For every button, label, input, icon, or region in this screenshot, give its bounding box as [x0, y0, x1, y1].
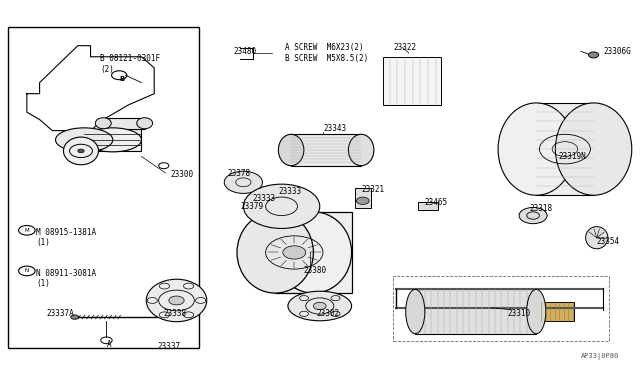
Ellipse shape [278, 134, 304, 166]
Circle shape [169, 296, 184, 305]
Circle shape [519, 208, 547, 224]
Text: 23343: 23343 [323, 124, 346, 133]
Text: M: M [24, 228, 29, 233]
Text: A SCREW  M6X23(2): A SCREW M6X23(2) [285, 43, 364, 52]
Bar [415, 289, 536, 334]
Circle shape [356, 197, 369, 205]
Ellipse shape [586, 227, 608, 249]
Text: 23333: 23333 [278, 187, 301, 196]
Ellipse shape [56, 128, 113, 152]
Text: 23318: 23318 [530, 203, 553, 213]
Text: 23354: 23354 [596, 237, 620, 246]
Ellipse shape [527, 289, 546, 334]
Text: M 08915-1381A
(1): M 08915-1381A (1) [36, 228, 97, 247]
Ellipse shape [288, 291, 351, 321]
Circle shape [224, 171, 262, 193]
Bar [540, 302, 575, 321]
Ellipse shape [275, 212, 351, 293]
Text: 23310: 23310 [508, 309, 531, 318]
Ellipse shape [63, 137, 99, 165]
Text: 23379: 23379 [240, 202, 263, 211]
Bar [355, 188, 371, 208]
Text: 23321: 23321 [361, 185, 384, 194]
Circle shape [588, 52, 598, 58]
Bar [275, 212, 351, 293]
Bar [291, 134, 361, 166]
Bar [84, 129, 141, 151]
Ellipse shape [348, 134, 374, 166]
Text: 23337: 23337 [157, 342, 180, 351]
Text: AP33|0P80: AP33|0P80 [580, 353, 619, 359]
Circle shape [243, 184, 320, 228]
Bar [8, 27, 199, 349]
Text: 23306G: 23306G [603, 47, 631, 56]
Bar [103, 118, 145, 129]
Text: 23465: 23465 [425, 198, 448, 207]
Text: N 08911-3081A
(1): N 08911-3081A (1) [36, 269, 97, 288]
Bar [383, 57, 441, 105]
Ellipse shape [137, 118, 152, 129]
Bar [393, 276, 609, 341]
Text: 23380: 23380 [304, 266, 327, 275]
Circle shape [78, 149, 84, 153]
Circle shape [283, 246, 306, 259]
Text: 23319N: 23319N [559, 152, 586, 161]
Text: 23338: 23338 [164, 309, 187, 318]
Ellipse shape [237, 212, 314, 293]
Text: 23300: 23300 [170, 170, 193, 179]
Ellipse shape [498, 103, 575, 195]
Text: 23337A: 23337A [46, 309, 74, 318]
Circle shape [314, 302, 326, 310]
Circle shape [71, 315, 79, 319]
Ellipse shape [95, 118, 111, 129]
Text: 23302: 23302 [317, 309, 340, 318]
Bar [536, 103, 593, 195]
Text: 23480: 23480 [234, 47, 257, 56]
Text: A: A [106, 340, 111, 349]
Ellipse shape [147, 279, 207, 322]
Text: 23378: 23378 [227, 169, 251, 177]
Text: B: B [120, 76, 125, 82]
Text: B SCREW  M5X8.5(2): B SCREW M5X8.5(2) [285, 54, 368, 63]
Text: N: N [25, 269, 29, 273]
Ellipse shape [556, 103, 632, 195]
Bar [419, 202, 438, 210]
Text: B 08121-0301F
(2): B 08121-0301F (2) [100, 54, 160, 74]
Text: 23322: 23322 [393, 43, 416, 52]
Ellipse shape [84, 128, 141, 152]
Text: 23333: 23333 [253, 195, 276, 203]
Ellipse shape [406, 289, 425, 334]
